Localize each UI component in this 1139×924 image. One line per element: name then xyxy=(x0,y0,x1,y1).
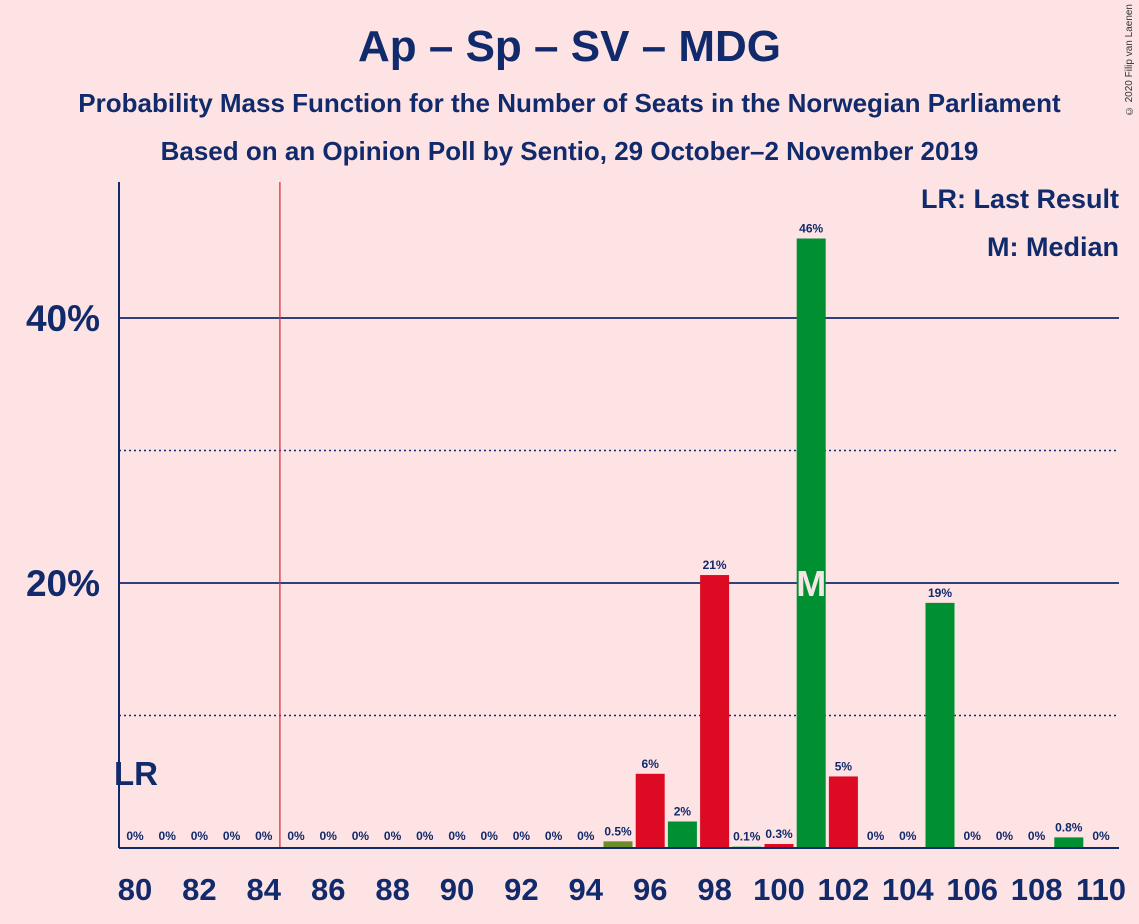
data-label-seat-97: 2% xyxy=(674,805,692,819)
data-label-seat-89: 0% xyxy=(416,829,434,843)
x-tick-label: 88 xyxy=(375,872,409,907)
data-label-seat-84: 0% xyxy=(255,829,273,843)
x-tick-label: 110 xyxy=(1076,872,1126,907)
axes xyxy=(118,182,1119,849)
bar-seat-98 xyxy=(700,575,730,848)
data-labels: 0% 0% 0% 0% 0% 0% 0% 0% 0% 0% 0% 0% 0% 0% 0% 0.5% 6% 2% 21… xyxy=(114,222,1110,844)
data-label-seat-94: 0% xyxy=(577,829,595,843)
data-label-seat-81: 0% xyxy=(159,829,177,843)
data-label-seat-107: 0% xyxy=(996,829,1014,843)
x-tick-label: 80 xyxy=(118,872,152,907)
x-tick-label: 96 xyxy=(633,872,667,907)
x-tick-label: 86 xyxy=(311,872,345,907)
x-tick-label: 84 xyxy=(247,872,282,907)
bar-seat-97 xyxy=(667,821,697,848)
bar-seat-105 xyxy=(925,602,955,848)
data-label-seat-109: 0.8% xyxy=(1055,820,1083,834)
x-tick-label: 102 xyxy=(818,872,870,907)
bar-seat-100 xyxy=(764,844,794,848)
data-label-seat-92: 0% xyxy=(513,829,531,843)
data-label-seat-88: 0% xyxy=(384,829,402,843)
chart-subtitle: Probability Mass Function for the Number… xyxy=(78,88,1061,118)
data-label-seat-106: 0% xyxy=(964,829,982,843)
data-label-seat-82: 0% xyxy=(191,829,209,843)
data-label-seat-105: 19% xyxy=(928,586,952,600)
grid-lines xyxy=(119,182,1119,848)
x-tick-label: 92 xyxy=(504,872,538,907)
median-marker: M xyxy=(796,563,826,604)
bar-seat-96 xyxy=(635,773,665,848)
legend-median: M: Median xyxy=(987,232,1119,262)
data-label-seat-100: 0.3% xyxy=(765,827,793,841)
data-label-seat-90: 0% xyxy=(448,829,466,843)
bars xyxy=(603,238,1084,848)
data-label-seat-102: 5% xyxy=(835,759,853,773)
x-tick-label: 82 xyxy=(182,872,216,907)
data-label-seat-83: 0% xyxy=(223,829,241,843)
tick-labels: 20% 40% 80 82 84 86 88 90 92 94 96 98 100 102 104 106 10… xyxy=(26,298,1126,907)
chart-title: Ap – Sp – SV – MDG xyxy=(358,22,781,71)
data-label-seat-91: 0% xyxy=(481,829,499,843)
data-label-seat-101: 46% xyxy=(799,222,823,236)
last-result-marker: LR xyxy=(114,755,158,792)
y-tick-label: 40% xyxy=(26,298,100,339)
x-tick-label: 106 xyxy=(946,872,998,907)
x-tick-label: 104 xyxy=(882,872,934,907)
x-tick-label: 98 xyxy=(697,872,731,907)
data-label-seat-103: 0% xyxy=(867,829,885,843)
data-label-seat-108: 0% xyxy=(1028,829,1046,843)
data-label-seat-95: 0.5% xyxy=(604,824,632,838)
data-label-seat-80: 0% xyxy=(126,829,144,843)
data-label-seat-85: 0% xyxy=(287,829,305,843)
bar-seat-102 xyxy=(828,776,858,848)
bar-seat-95 xyxy=(603,841,633,848)
legend-last-result: LR: Last Result xyxy=(920,184,1119,214)
x-tick-label: 108 xyxy=(1011,872,1063,907)
x-tick-label: 90 xyxy=(440,872,474,907)
data-label-seat-87: 0% xyxy=(352,829,370,843)
x-tick-label: 100 xyxy=(753,872,805,907)
x-tick-label: 94 xyxy=(569,872,604,907)
bar-seat-109 xyxy=(1054,837,1084,848)
data-label-seat-93: 0% xyxy=(545,829,563,843)
data-label-seat-104: 0% xyxy=(899,829,917,843)
bar-seat-101 xyxy=(796,238,826,848)
data-label-seat-110: 0% xyxy=(1092,829,1110,843)
y-tick-label: 20% xyxy=(26,563,100,604)
data-label-seat-98: 21% xyxy=(703,558,727,572)
data-label-seat-96: 6% xyxy=(642,757,660,771)
data-label-seat-99: 0.1% xyxy=(733,830,761,844)
data-label-seat-86: 0% xyxy=(320,829,338,843)
chart-subtitle-poll: Based on an Opinion Poll by Sentio, 29 O… xyxy=(160,136,979,166)
